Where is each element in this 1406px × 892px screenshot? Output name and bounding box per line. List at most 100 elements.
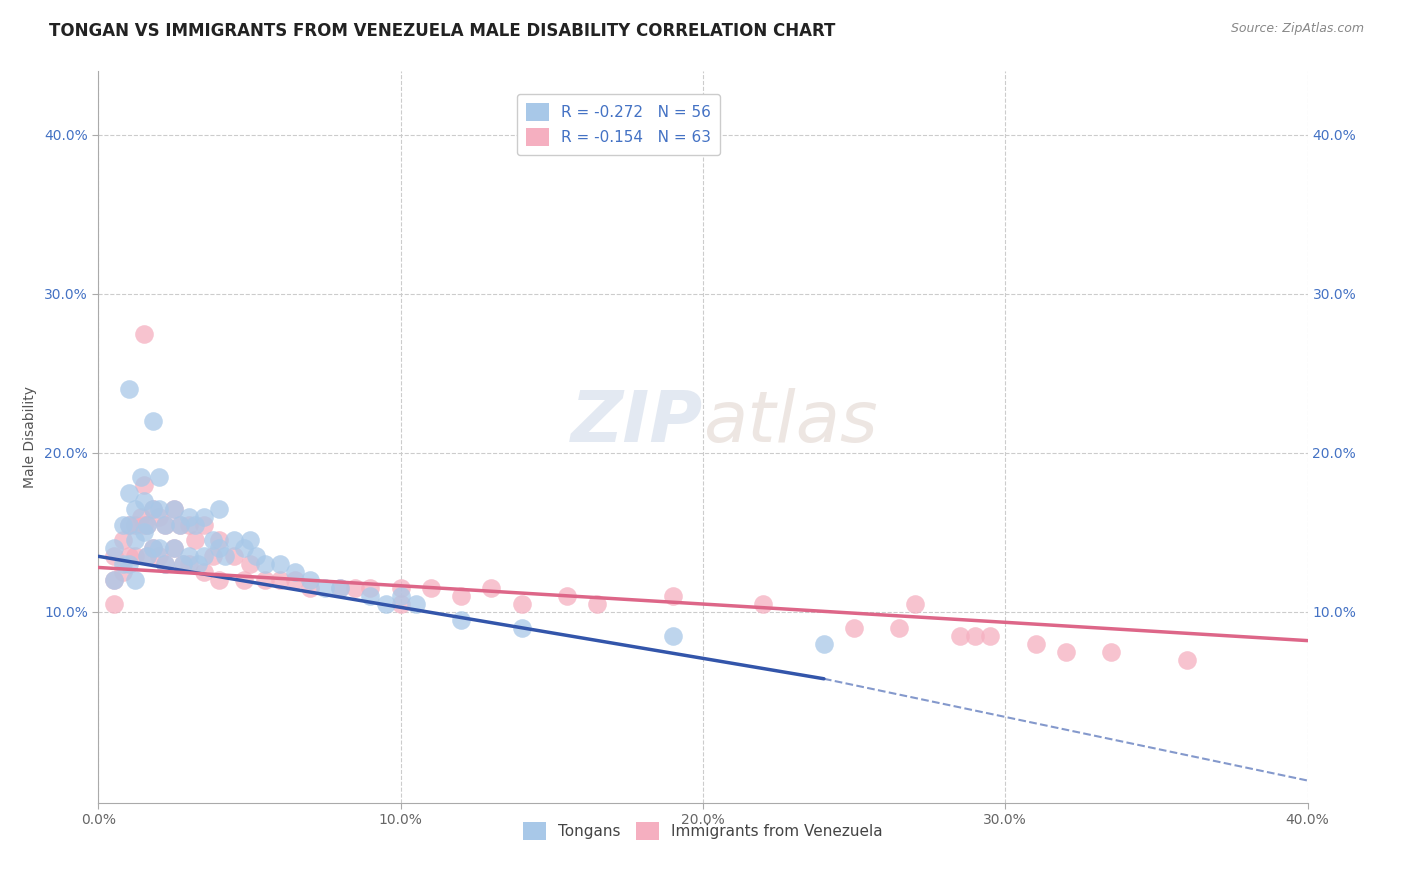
Point: [844, 621, 866, 635]
Point: [124, 517, 146, 532]
Point: [179, 549, 201, 564]
Point: [153, 558, 176, 572]
Point: [111, 517, 134, 532]
Point: [208, 533, 231, 548]
Point: [153, 517, 176, 532]
Point: [184, 533, 207, 548]
Point: [142, 501, 165, 516]
Point: [124, 533, 146, 548]
Point: [163, 541, 186, 556]
Point: [661, 629, 683, 643]
Y-axis label: Male Disability: Male Disability: [22, 386, 37, 488]
Point: [813, 637, 835, 651]
Point: [389, 589, 412, 603]
Point: [193, 549, 215, 564]
Point: [135, 549, 157, 564]
Point: [129, 509, 152, 524]
Point: [172, 558, 194, 572]
Point: [142, 501, 165, 516]
Point: [111, 566, 134, 580]
Point: [360, 589, 382, 603]
Point: [153, 558, 176, 572]
Point: [232, 541, 254, 556]
Point: [193, 566, 215, 580]
Point: [949, 629, 972, 643]
Point: [232, 573, 254, 587]
Point: [132, 525, 155, 540]
Point: [129, 470, 152, 484]
Point: [142, 541, 165, 556]
Point: [420, 581, 443, 595]
Point: [124, 573, 146, 587]
Point: [214, 549, 236, 564]
Point: [586, 597, 609, 611]
Point: [148, 549, 170, 564]
Point: [299, 581, 322, 595]
Text: TONGAN VS IMMIGRANTS FROM VENEZUELA MALE DISABILITY CORRELATION CHART: TONGAN VS IMMIGRANTS FROM VENEZUELA MALE…: [49, 22, 835, 40]
Point: [245, 549, 267, 564]
Point: [202, 549, 225, 564]
Point: [118, 485, 141, 500]
Point: [132, 493, 155, 508]
Point: [148, 470, 170, 484]
Point: [269, 558, 291, 572]
Point: [450, 589, 472, 603]
Text: Source: ZipAtlas.com: Source: ZipAtlas.com: [1230, 22, 1364, 36]
Point: [1099, 645, 1122, 659]
Point: [405, 597, 427, 611]
Point: [184, 517, 207, 532]
Point: [299, 573, 322, 587]
Point: [103, 573, 125, 587]
Point: [1054, 645, 1077, 659]
Point: [132, 517, 155, 532]
Point: [208, 501, 231, 516]
Text: ZIP: ZIP: [571, 388, 703, 457]
Point: [132, 477, 155, 491]
Point: [163, 541, 186, 556]
Point: [118, 517, 141, 532]
Point: [450, 613, 472, 627]
Point: [103, 597, 125, 611]
Point: [142, 541, 165, 556]
Point: [329, 581, 352, 595]
Point: [169, 517, 191, 532]
Point: [103, 573, 125, 587]
Point: [202, 533, 225, 548]
Point: [284, 573, 307, 587]
Point: [179, 517, 201, 532]
Point: [118, 383, 141, 397]
Point: [329, 581, 352, 595]
Point: [187, 558, 209, 572]
Point: [253, 573, 276, 587]
Point: [555, 589, 578, 603]
Point: [132, 326, 155, 341]
Point: [118, 558, 141, 572]
Point: [269, 573, 291, 587]
Point: [1024, 637, 1046, 651]
Point: [510, 597, 533, 611]
Point: [239, 558, 262, 572]
Point: [148, 509, 170, 524]
Point: [118, 517, 141, 532]
Point: [208, 541, 231, 556]
Point: [360, 581, 382, 595]
Point: [389, 581, 412, 595]
Point: [135, 517, 157, 532]
Point: [142, 414, 165, 428]
Point: [172, 558, 194, 572]
Point: [124, 549, 146, 564]
Point: [253, 558, 276, 572]
Point: [135, 549, 157, 564]
Point: [314, 581, 336, 595]
Point: [224, 549, 246, 564]
Point: [752, 597, 775, 611]
Point: [118, 549, 141, 564]
Point: [510, 621, 533, 635]
Point: [661, 589, 683, 603]
Point: [179, 558, 201, 572]
Point: [148, 501, 170, 516]
Point: [148, 541, 170, 556]
Point: [889, 621, 911, 635]
Point: [208, 573, 231, 587]
Point: [103, 541, 125, 556]
